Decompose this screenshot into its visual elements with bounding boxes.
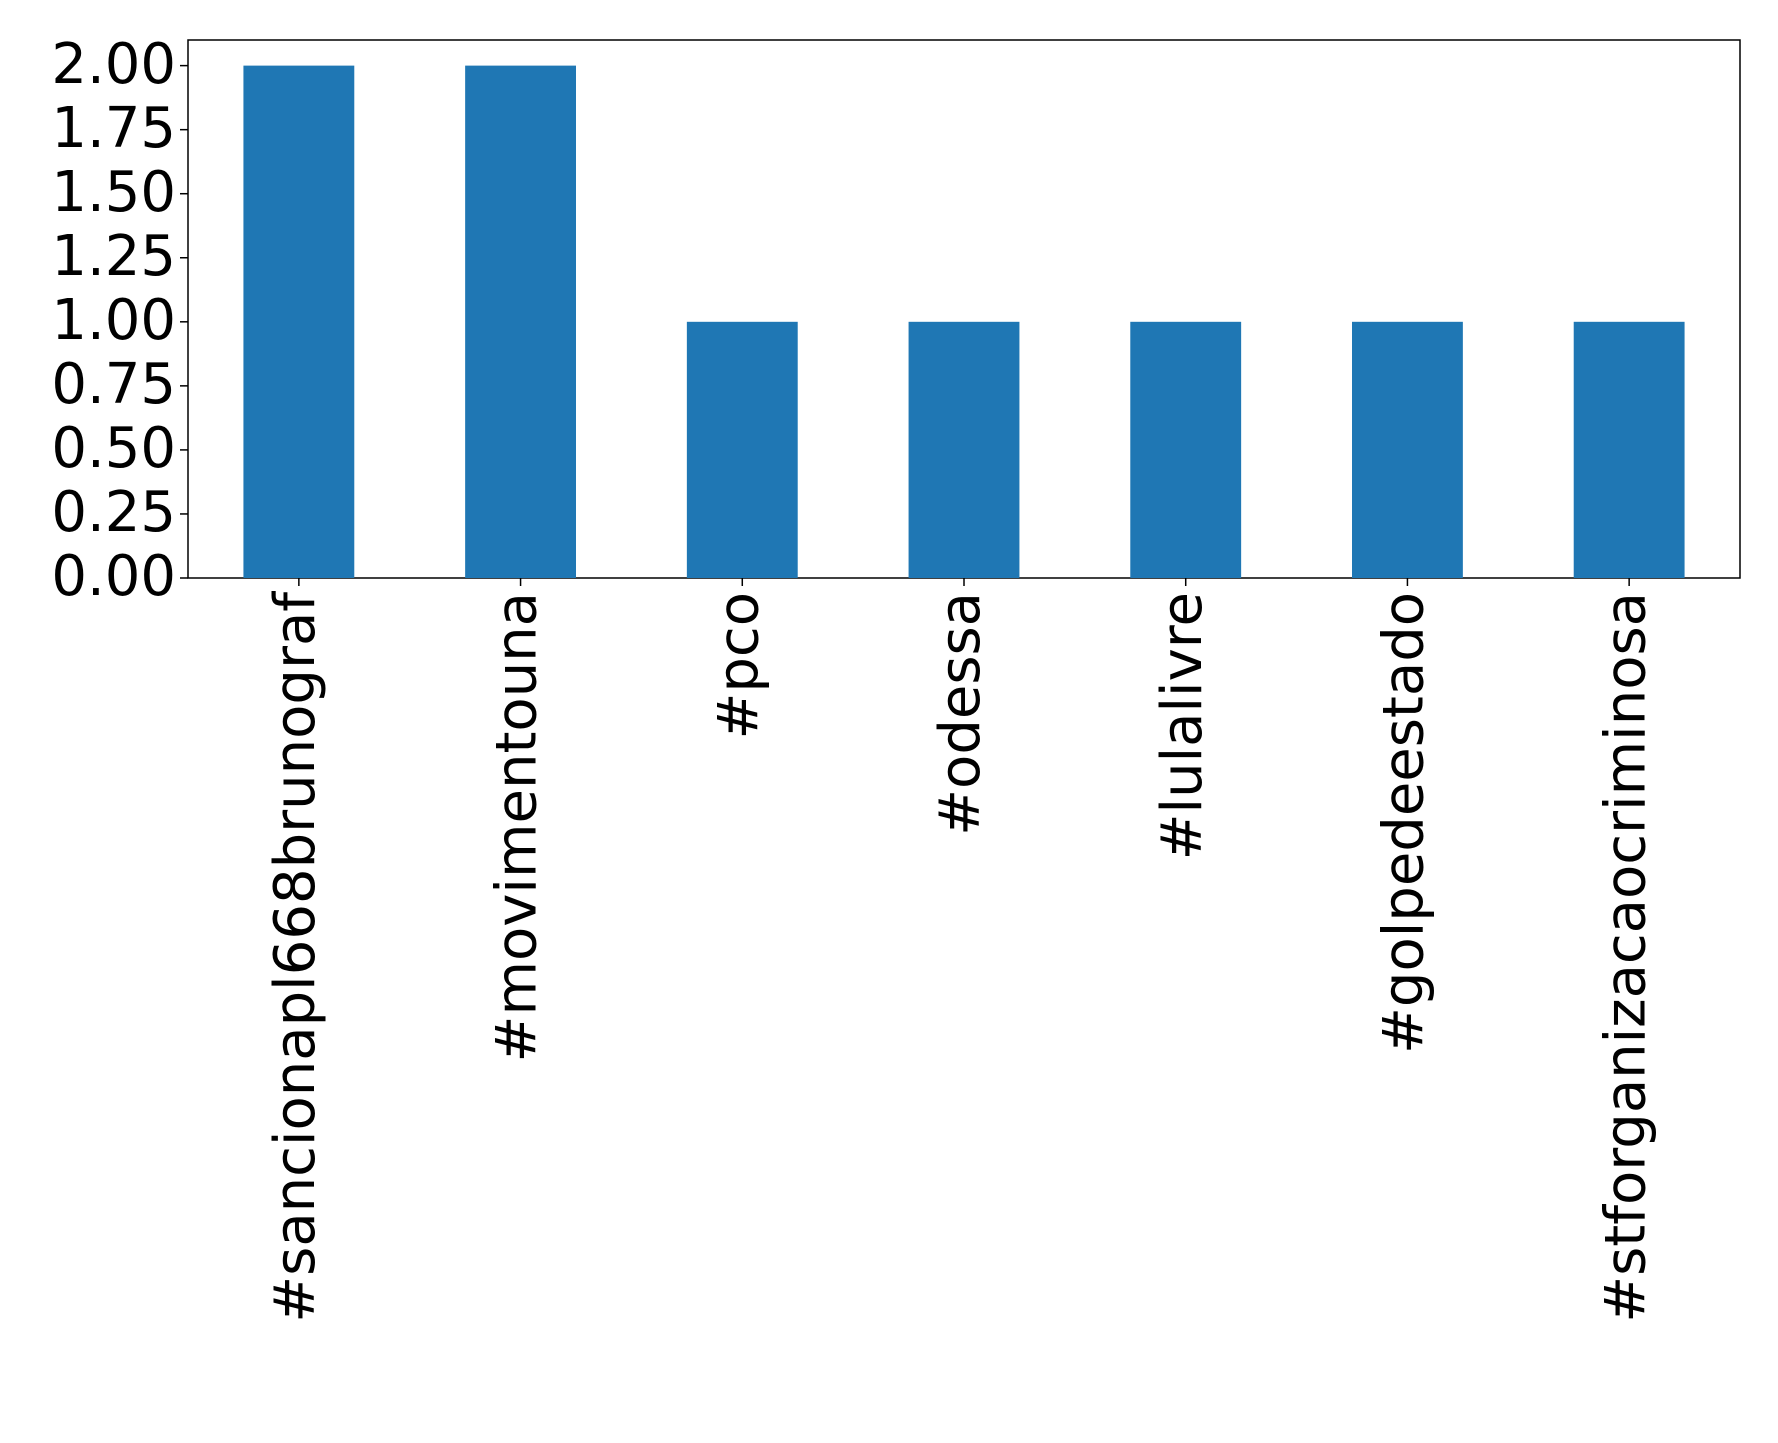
x-tick-label: #lulalivre (1150, 592, 1215, 860)
bar (1352, 321, 1463, 578)
y-tick-label: 1.75 (51, 96, 176, 161)
y-tick-label: 0.00 (51, 544, 176, 609)
y-tick-label: 1.25 (51, 224, 176, 289)
bar (1130, 321, 1242, 578)
x-tick-label: #stforganizacaocriminosa (1593, 592, 1658, 1323)
y-tick-label: 1.00 (51, 288, 176, 353)
y-tick-label: 0.25 (51, 480, 176, 545)
y-tick-label: 0.50 (51, 416, 176, 481)
bar (465, 65, 576, 579)
bar (908, 321, 1020, 578)
x-tick-label: #odessa (928, 592, 993, 836)
bar (1573, 321, 1685, 578)
bar (243, 65, 355, 579)
bar (686, 321, 798, 578)
x-tick-label: #sancionapl668brunograf (263, 591, 328, 1323)
y-tick-label: 1.50 (51, 160, 176, 225)
x-tick-label: #pco (706, 592, 771, 740)
x-tick-label: #golpedeestado (1372, 592, 1437, 1054)
y-tick-label: 0.75 (51, 352, 176, 417)
y-tick-label: 2.00 (51, 32, 176, 97)
x-tick-label: #movimentouna (485, 592, 550, 1062)
